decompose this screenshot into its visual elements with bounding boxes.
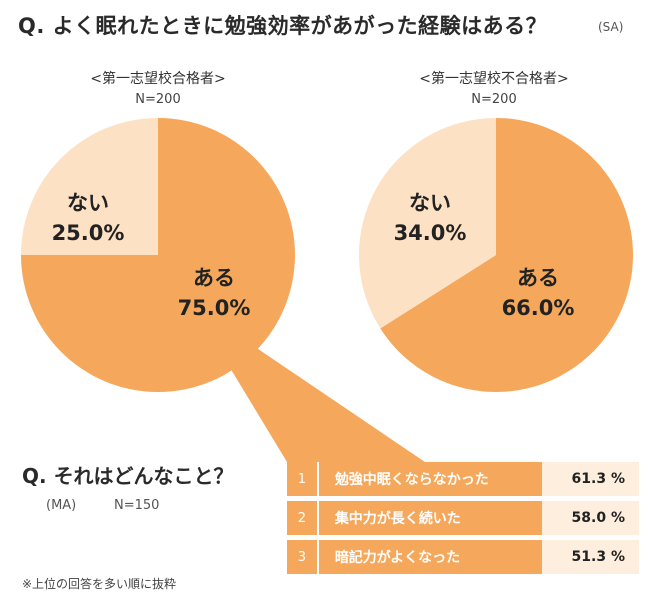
pie-2-n: N=200 — [471, 92, 517, 107]
rank-value: 58.0 % — [541, 501, 639, 535]
sub-answer-type-tag: (MA) — [46, 498, 77, 513]
rank-value: 51.3 % — [541, 540, 639, 574]
slice-label: ある — [517, 266, 559, 290]
rank-number: 3 — [287, 540, 319, 574]
slice-value-label: 25.0% — [52, 221, 125, 245]
pie-slice — [380, 118, 634, 392]
slice-label: ない — [409, 191, 451, 215]
pie-1-n: N=200 — [135, 92, 181, 107]
sub-question: Q. それはどんなこと？ — [22, 464, 234, 488]
ranking-table: 1 勉強中眠くならなかった 61.3 % 2 集中力が長く続いた 58.0 % … — [287, 462, 639, 579]
slice-label: ある — [193, 266, 235, 290]
callout-pointer — [218, 334, 425, 462]
answer-type-tag: (SA) — [598, 20, 624, 34]
rank-value: 61.3 % — [541, 462, 639, 496]
slice-value-label: 75.0% — [178, 296, 251, 320]
ranking-row: 1 勉強中眠くならなかった 61.3 % — [287, 462, 639, 496]
rank-label: 勉強中眠くならなかった — [318, 462, 542, 496]
ranking-row: 3 暗記力がよくなった 51.3 % — [287, 540, 639, 574]
rank-label: 集中力が長く続いた — [318, 501, 542, 535]
rank-label: 暗記力がよくなった — [318, 540, 542, 574]
sub-sample-size: N=150 — [114, 498, 160, 513]
main-question: Q. よく眠れたときに勉強効率があがった経験はある？ — [18, 14, 548, 38]
pie-slice — [359, 117, 496, 329]
slice-value-label: 34.0% — [394, 221, 467, 245]
footnote: ※上位の回答を多い順に抜粋 — [22, 577, 177, 591]
rank-number: 1 — [287, 462, 319, 496]
pie-1-title: <第一志望校合格者> — [90, 71, 226, 87]
ranking-row: 2 集中力が長く続いた 58.0 % — [287, 501, 639, 535]
pie-2-title: <第一志望校不合格者> — [419, 71, 569, 87]
slice-value-label: 66.0% — [502, 296, 575, 320]
slice-label: ない — [67, 191, 109, 215]
pie-slice — [21, 118, 158, 255]
rank-number: 2 — [287, 501, 319, 535]
